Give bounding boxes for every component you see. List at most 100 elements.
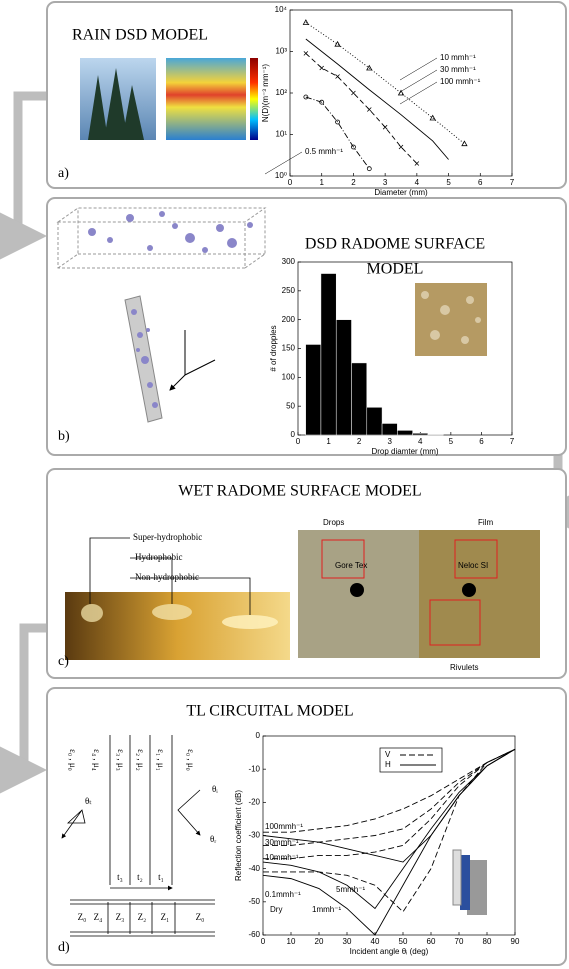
layer-label: ε₁ , μ₁ [156,749,166,771]
layer-label: ε₃ , μ₃ [116,749,126,771]
legend-label: H [385,760,391,769]
x-tick-label: 5 [446,178,451,187]
page: RAIN DSD MODEL a) DSD RADOME SURFACE MODEL b… [0,0,569,969]
legend-label: V [385,750,391,759]
curve-annotation: Dry [270,905,282,914]
series-label: 10 mmh⁻¹ [440,53,476,62]
x-tick-label: 1 [319,178,324,187]
bar [397,430,412,435]
curve-annotation: 100mmh⁻¹ [265,822,303,831]
bar [413,433,428,435]
y-tick-label: -40 [248,864,260,873]
x-axis-label: Drop diamter (mm) [371,447,438,456]
bar [382,423,397,435]
y-tick-label: 100 [282,372,296,381]
layer-label: ε₀ , μ₀ [186,749,196,771]
y-tick-label: -20 [248,797,260,806]
x-tick-label: 60 [427,937,436,946]
x-tick-label: 20 [315,937,324,946]
series-label: 100 mmh⁻¹ [440,77,481,86]
series-label: 30 mmh⁻¹ [440,65,476,74]
curve-annotation: 0.1mmh⁻¹ [265,890,301,899]
annotation: Super-hydrophobic [133,532,202,542]
thickness-label: t₃ [117,872,123,882]
y-tick-label: -30 [248,831,260,840]
panel-title: WET RADOME SURFACE MODEL [178,483,421,500]
thickness-label: t₁ [158,872,164,882]
surface-photos [298,530,540,658]
x-tick-label: 2 [351,178,356,187]
x-tick-label: 3 [387,437,392,446]
panel-title: MODEL [367,261,424,278]
bar [321,274,336,435]
bar [352,363,367,435]
curve-annotation: 1mmh⁻¹ [312,905,341,914]
x-tick-label: 30 [343,937,352,946]
y-tick-label: 0 [256,731,261,740]
bar [336,320,351,435]
x-tick-label: 90 [511,937,520,946]
y-tick-label: 300 [282,257,296,266]
thickness-label: t₂ [137,872,143,882]
panel-label: b) [58,429,70,444]
annotation: Film [478,518,493,527]
x-tick-label: 1 [326,437,331,446]
y-axis-label: Reflection coefficient (dB) [234,790,243,881]
panel-title: TL CIRCUITAL MODEL [186,703,353,720]
x-axis-label: Incident angle θᵢ (deg) [350,947,429,956]
x-tick-label: 5 [449,437,454,446]
angle-label: θᵣ [210,834,216,844]
y-axis-label: # of dropples [269,325,278,371]
bar [367,407,382,435]
bar [428,434,443,435]
angle-label: θₜ [85,796,92,806]
annotation: Neloc SI [458,561,488,570]
figure: RAIN DSD MODEL a) DSD RADOME SURFACE MODEL b… [0,0,569,969]
x-tick-label: 4 [415,178,420,187]
annotation: Drops [323,518,344,527]
panel-label: a) [58,166,69,181]
impedance-label: Z₃ [116,912,125,922]
panel-label: c) [58,654,69,669]
layer-label: ε₂ , μ₂ [136,749,146,771]
x-tick-label: 0 [288,178,293,187]
series-label: 0.5 mmh⁻¹ [305,147,343,156]
forest-photo [80,58,156,140]
x-tick-label: 7 [510,437,515,446]
impedance-label: Z₀ [196,912,205,922]
panel-title: RAIN DSD MODEL [72,27,208,44]
x-tick-label: 10 [287,937,296,946]
annotation: Rivulets [450,663,478,672]
y-tick-label: 10⁴ [275,5,288,14]
panel-title: DSD RADOME SURFACE [305,236,485,253]
y-tick-label: 250 [282,286,296,295]
annotation: Gore Tex [335,561,367,570]
x-tick-label: 3 [383,178,388,187]
y-tick-label: -10 [248,764,260,773]
x-tick-label: 0 [261,937,266,946]
curve-annotation: 30mmh⁻¹ [265,838,299,847]
panel-label: d) [58,940,70,955]
y-tick-label: 10⁰ [275,171,287,180]
droplet-inset-photo [415,283,487,356]
bar [306,344,321,435]
x-tick-label: 50 [399,937,408,946]
x-tick-label: 40 [371,937,380,946]
x-tick-label: 0 [296,437,301,446]
x-tick-label: 2 [357,437,362,446]
y-tick-label: 150 [282,344,296,353]
y-tick-label: -60 [248,930,260,939]
x-axis-label: Diameter (mm) [374,188,428,197]
y-tick-label: 10¹ [275,130,287,139]
layer-label: ε₄ , μ₄ [92,749,102,771]
radar-map [166,58,258,140]
layer-label: ε₀ , μ₀ [68,749,78,771]
annotation: Hydrophobic [135,552,183,562]
impedance-label: Z₄ [94,912,103,922]
y-tick-label: 50 [286,401,295,410]
annotation: Non-hydrophobic [135,572,199,582]
y-tick-label: 10³ [275,47,287,56]
curve-annotation: 5mmh⁻¹ [336,885,365,894]
angle-label: θᵢ [212,784,218,794]
y-tick-label: 200 [282,315,296,324]
